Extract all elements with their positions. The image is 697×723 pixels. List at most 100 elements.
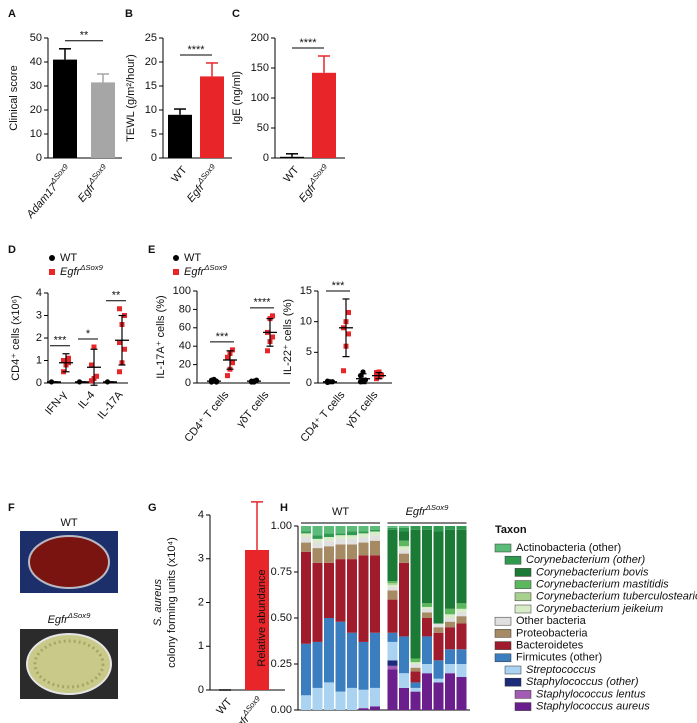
bar-segment [312,526,323,536]
bar-segment [387,583,398,585]
bar-segment [370,529,380,532]
legend-label: Firmicutes (other) [516,652,602,664]
panel-letter: A [8,8,16,20]
bar-segment [456,664,467,677]
point [230,347,235,353]
bar-segment [301,526,311,532]
bar-segment [387,581,398,584]
x-tick-label: CD4⁺ T cells [298,389,348,445]
bar-segment [312,542,323,549]
plate-label: WT [60,517,77,529]
group-label: WT [332,506,349,518]
bar-segment [445,529,455,609]
bar-segment [387,590,398,600]
point [270,313,275,319]
x-tick-label: EgfrΔSox9 [73,161,113,204]
bar-segment [370,555,380,633]
bar-segment [399,540,409,547]
bar-segment [399,549,409,554]
bar-segment [312,641,323,688]
x-tick-label: WT [281,164,301,185]
bar-segment [433,531,444,624]
plate-label-main: Egfr [48,614,70,626]
legend-label: Corynebacterium (other) [526,554,646,566]
legend-swatch [504,677,522,687]
legend-label: Streptococcus [526,664,596,676]
y-tick-label: 5 [151,128,157,140]
bar-segment [387,586,398,591]
panel-letter: E [148,244,155,256]
bar-segment [410,526,421,530]
point [225,373,230,379]
y-tick-label: 2 [198,596,204,608]
y-tick-label: 4 [36,287,42,299]
bar-segment [387,665,398,670]
bar-segment [422,529,432,604]
legend-swatch [514,702,532,711]
significance-label: **** [187,44,205,56]
bar-segment [324,618,334,683]
bar-segment [370,531,380,536]
bar-segment [347,687,357,710]
bar-segment [347,632,357,688]
bar-segment [433,660,444,679]
y-tick-label: 0.50 [271,612,292,624]
bar-segment [410,662,421,664]
x-tick-label: Adam17ΔSox9 [21,161,75,221]
bar-segment [312,687,323,710]
legend-label: WT [184,252,201,264]
y-tick-label: 40 [179,340,191,352]
bar [91,82,115,158]
bar-segment [358,708,369,710]
bar-segment [358,531,369,534]
legend-swatch [494,543,512,553]
bar-segment [399,687,409,710]
bar-segment [433,632,444,661]
point [230,360,235,366]
y-axis-label: IL-17A⁺ cells (%) [155,295,167,378]
point [117,369,122,375]
bar-segment [410,529,421,659]
x-tick-label-sup: ΔSox9 [240,693,263,717]
bar-segment [422,636,432,664]
bar-segment [301,542,311,552]
bar-segment [370,687,380,707]
bar-segment [324,562,334,618]
legend-label: Bacteroidetes [516,640,584,652]
y-tick-label: 150 [251,62,269,74]
plate-label: EgfrΔSox9 [48,611,92,626]
y-tick-label: 0.75 [271,566,292,578]
legend-swatch [514,568,532,577]
y-tick-label: 0 [263,152,269,164]
bar-segment [456,616,467,624]
point [265,348,270,354]
bar-segment [387,669,398,710]
bar-segment [399,526,409,528]
bar-segment [335,526,346,534]
y-tick-label: 20 [30,104,42,116]
x-tick-label: WT [214,696,234,717]
bar-segment [445,649,455,664]
bar-segment [399,553,409,563]
bar-segment [445,618,455,622]
y-axis-label: Clinical score [8,65,20,130]
y-tick-label: 50 [257,122,269,134]
bar-segment [422,606,432,609]
y-tick-label: 2 [36,332,42,344]
y-tick-label: 10 [300,316,312,328]
legend-label: Other bacteria [516,615,587,627]
y-tick-label: 5 [306,346,312,358]
bar-segment [312,538,323,543]
bar-segment [335,559,346,622]
legend-label-sup: ΔSox9 [203,263,227,272]
x-tick-label: EgfrΔSox9 [182,161,222,204]
bar-segment [387,641,398,661]
y-tick-label: 20 [145,56,157,68]
y-tick-label: 20 [179,359,191,371]
y-tick-label: 0 [185,377,191,389]
y-tick-label: 60 [179,322,191,334]
bar-segment [410,664,421,668]
bar-segment [324,526,334,534]
x-tick-label-main: WT [169,164,189,185]
